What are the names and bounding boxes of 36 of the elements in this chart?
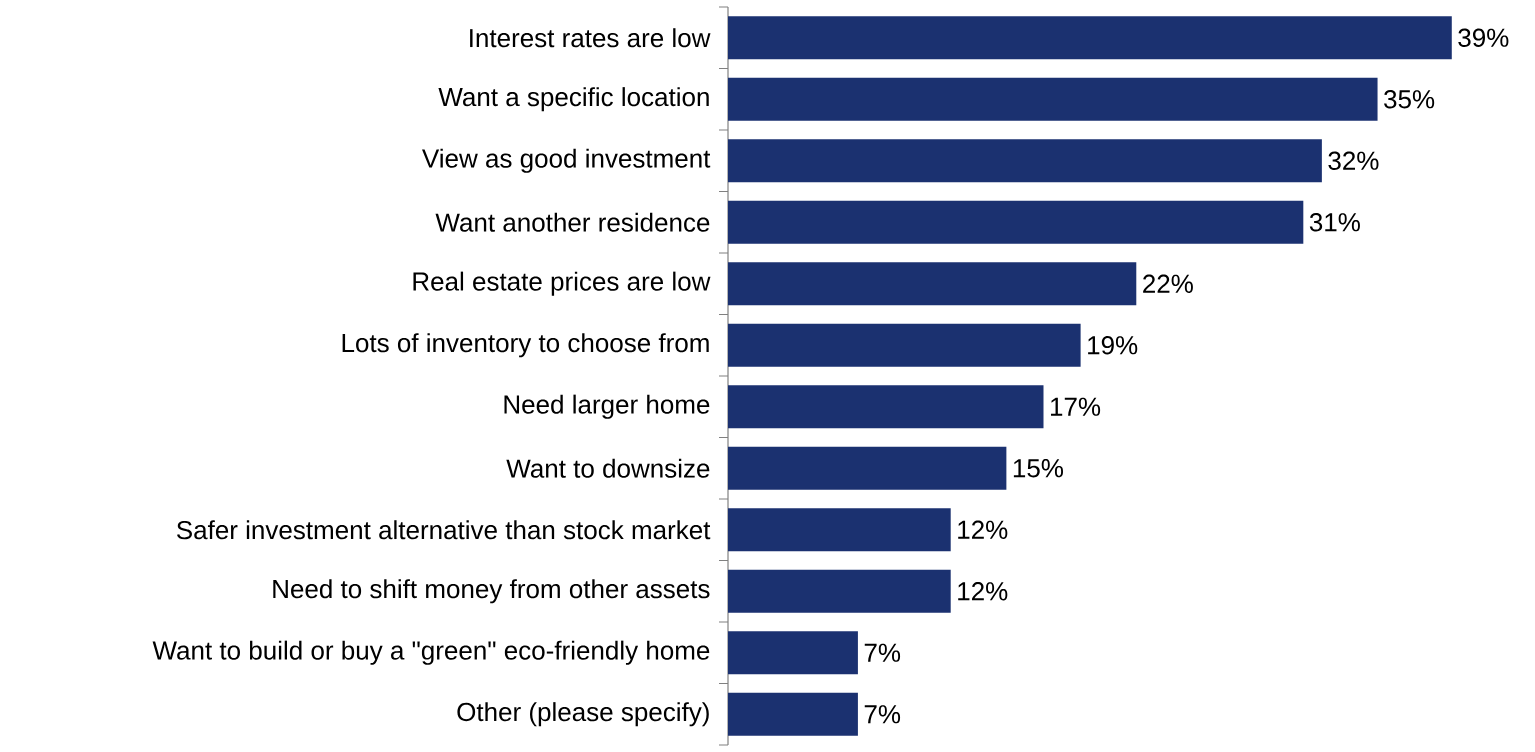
data-label: 39% <box>1458 28 1509 47</box>
y-tick-label: Other (please specify) <box>457 702 709 727</box>
data-label: 7% <box>864 705 901 724</box>
bar <box>728 569 951 613</box>
y-tick-label: Real estate prices are low <box>413 271 711 296</box>
bar <box>728 508 951 552</box>
y-tick-label: Need larger home <box>504 394 710 419</box>
bar <box>728 385 1044 429</box>
y-tick-label: View as good investment <box>422 148 711 173</box>
y-tick-label: Want to build or buy a "green" eco-friendly home <box>152 640 710 665</box>
data-label: 17% <box>1051 397 1101 416</box>
data-label: 31% <box>1309 213 1360 232</box>
data-label: 19% <box>1088 336 1138 355</box>
data-label: 35% <box>1384 90 1435 109</box>
bar <box>728 16 1452 60</box>
bar <box>728 139 1322 183</box>
bar <box>728 631 858 675</box>
data-label: 22% <box>1143 274 1193 293</box>
y-tick-label: Lots of inventory to choose from <box>342 333 709 358</box>
y-tick-label: Interest rates are low <box>470 28 711 48</box>
data-label: 32% <box>1328 151 1379 170</box>
bar <box>728 262 1137 306</box>
data-label: 12% <box>958 582 1008 601</box>
y-tick-label: Want a specific location <box>438 87 709 112</box>
data-label: 12% <box>958 520 1008 539</box>
y-tick-label: Safer investment alternative than stock market <box>176 520 711 540</box>
bar <box>728 200 1304 244</box>
bar <box>728 692 858 736</box>
bar <box>728 77 1378 121</box>
data-label: 15% <box>1013 459 1063 478</box>
bar <box>728 446 1007 490</box>
y-tick-label: Need to shift money from other assets <box>273 579 710 604</box>
data-label: 7% <box>864 643 901 662</box>
y-tick-label: Want another residence <box>435 212 710 232</box>
y-tick-label: Want to downsize <box>506 458 710 478</box>
bar <box>728 323 1081 367</box>
